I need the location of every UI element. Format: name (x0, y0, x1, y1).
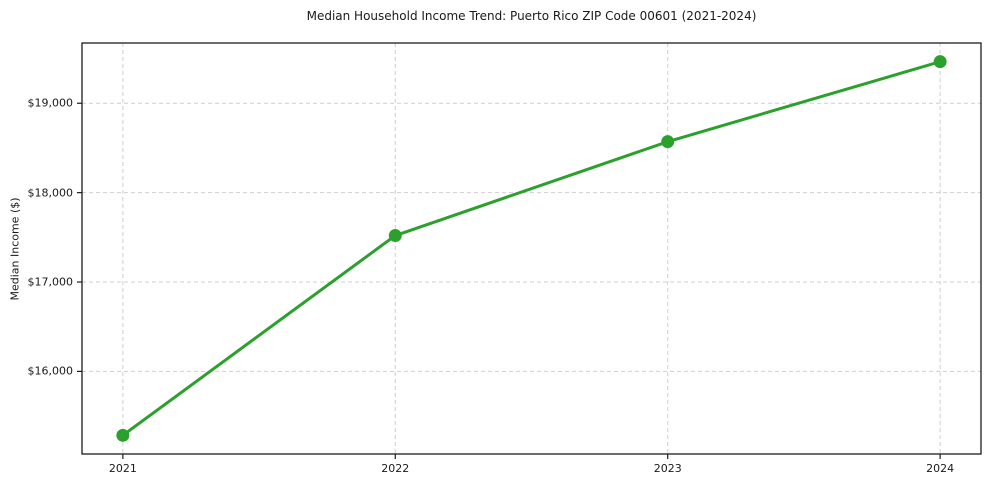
data-point-marker (116, 428, 130, 442)
y-tick-label-17000: $17,000 (27, 275, 74, 289)
x-tick-label-2023: 2023 (653, 462, 682, 475)
chart-title: Median Household Income Trend: Puerto Ri… (306, 9, 757, 23)
data-point-marker (388, 229, 402, 243)
data-point-marker (933, 55, 947, 69)
x-tick-label-2022: 2022 (381, 462, 410, 475)
trend-line (121, 60, 942, 437)
x-tick-label-2021: 2021 (108, 462, 137, 475)
plot-border (81, 42, 982, 455)
y-tick-label-18000: $18,000 (27, 186, 74, 200)
x-tick-label-2024: 2024 (926, 462, 955, 475)
y-tick-label-16000: $16,000 (27, 364, 74, 378)
data-point-marker (661, 135, 675, 149)
y-tick-label-19000: $19,000 (27, 96, 74, 110)
